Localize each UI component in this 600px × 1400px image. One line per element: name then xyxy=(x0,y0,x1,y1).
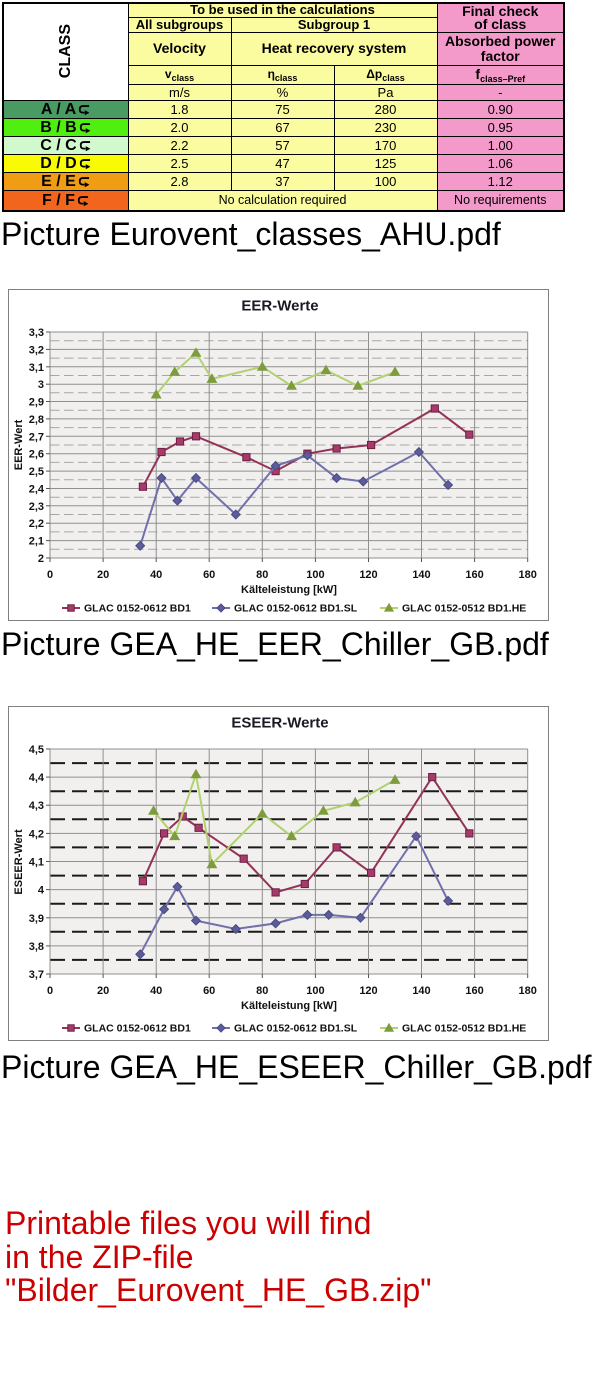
svg-text:GLAC 0152-0612 BD1: GLAC 0152-0612 BD1 xyxy=(84,603,191,615)
svg-text:80: 80 xyxy=(256,985,268,997)
svg-text:40: 40 xyxy=(150,569,162,581)
svg-text:ESEER-Wert: ESEER-Wert xyxy=(13,829,25,895)
svg-text:140: 140 xyxy=(412,985,430,997)
svg-text:4,1: 4,1 xyxy=(29,857,44,869)
svg-text:GLAC 0152-0612 BD1: GLAC 0152-0612 BD1 xyxy=(84,1023,191,1035)
svg-text:100: 100 xyxy=(306,569,324,581)
svg-text:ESEER-Werte: ESEER-Werte xyxy=(231,715,328,732)
svg-text:2,7: 2,7 xyxy=(29,431,44,443)
svg-text:3: 3 xyxy=(38,379,44,391)
svg-text:20: 20 xyxy=(97,569,109,581)
svg-text:4: 4 xyxy=(38,885,45,897)
svg-text:3,2: 3,2 xyxy=(29,344,44,356)
svg-text:EER-Wert: EER-Wert xyxy=(13,419,25,470)
svg-text:GLAC 0152-0512 BD1.HE: GLAC 0152-0512 BD1.HE xyxy=(402,603,526,615)
svg-text:100: 100 xyxy=(306,985,324,997)
svg-text:0: 0 xyxy=(47,569,53,581)
svg-text:40: 40 xyxy=(150,985,162,997)
svg-text:160: 160 xyxy=(465,985,483,997)
svg-text:180: 180 xyxy=(519,569,537,581)
svg-text:2: 2 xyxy=(38,553,44,565)
svg-text:2,3: 2,3 xyxy=(29,501,44,513)
svg-text:4,4: 4,4 xyxy=(29,772,45,784)
svg-text:140: 140 xyxy=(412,569,430,581)
svg-text:160: 160 xyxy=(465,569,483,581)
svg-text:Kälteleistung [kW]: Kälteleistung [kW] xyxy=(241,1000,337,1012)
svg-text:3,8: 3,8 xyxy=(29,941,44,953)
svg-text:3,7: 3,7 xyxy=(29,969,44,981)
svg-text:60: 60 xyxy=(203,569,215,581)
svg-text:20: 20 xyxy=(97,985,109,997)
svg-text:60: 60 xyxy=(203,985,215,997)
svg-text:GLAC 0152-0612 BD1.SL: GLAC 0152-0612 BD1.SL xyxy=(234,603,358,615)
svg-text:180: 180 xyxy=(519,985,537,997)
svg-text:EER-Werte: EER-Werte xyxy=(241,298,318,315)
svg-text:Kälteleistung [kW]: Kälteleistung [kW] xyxy=(241,584,337,596)
svg-text:3,1: 3,1 xyxy=(29,362,44,374)
svg-text:GLAC 0152-0512 BD1.HE: GLAC 0152-0512 BD1.HE xyxy=(402,1023,526,1035)
svg-text:3,3: 3,3 xyxy=(29,327,44,339)
svg-text:120: 120 xyxy=(359,569,377,581)
svg-text:4,2: 4,2 xyxy=(29,828,44,840)
svg-text:2,8: 2,8 xyxy=(29,414,44,426)
svg-text:2,1: 2,1 xyxy=(29,536,44,548)
svg-text:4,3: 4,3 xyxy=(29,800,44,812)
svg-text:2,4: 2,4 xyxy=(29,484,45,496)
svg-text:4,5: 4,5 xyxy=(29,744,44,756)
svg-text:0: 0 xyxy=(47,985,53,997)
svg-text:120: 120 xyxy=(359,985,377,997)
svg-text:2,5: 2,5 xyxy=(29,466,44,478)
svg-text:2,6: 2,6 xyxy=(29,449,44,461)
svg-text:3,9: 3,9 xyxy=(29,913,44,925)
svg-text:GLAC 0152-0612 BD1.SL: GLAC 0152-0612 BD1.SL xyxy=(234,1023,358,1035)
svg-text:2,2: 2,2 xyxy=(29,518,44,530)
svg-text:80: 80 xyxy=(256,569,268,581)
svg-text:2,9: 2,9 xyxy=(29,397,44,409)
